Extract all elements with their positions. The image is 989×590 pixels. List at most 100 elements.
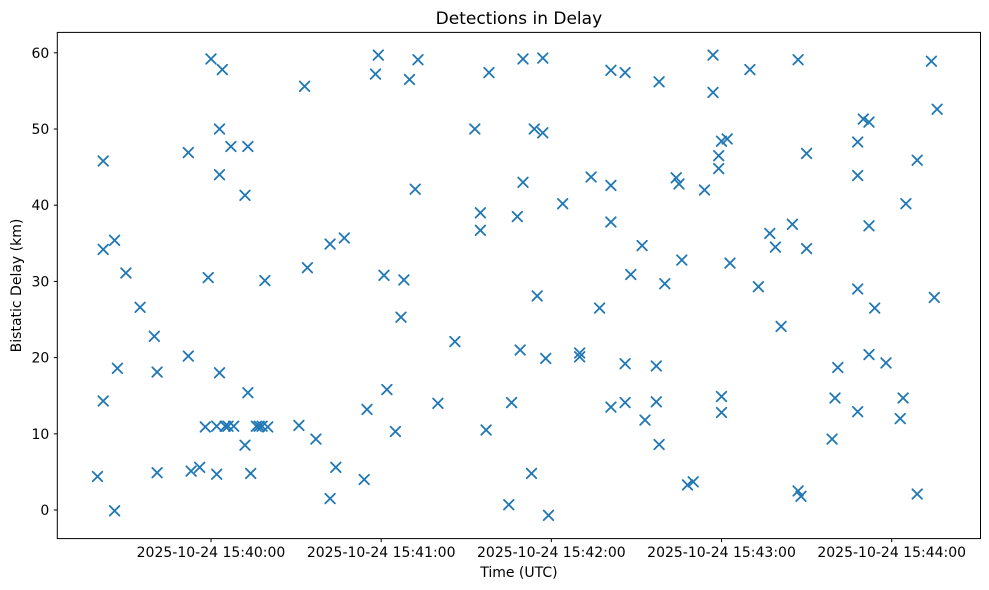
data-point-marker [503, 499, 515, 511]
data-point-marker [625, 268, 637, 281]
data-point-marker [449, 335, 461, 348]
data-point-marker [301, 262, 314, 274]
data-point-marker [148, 330, 161, 342]
chart-title: Detections in Delay [436, 9, 603, 29]
data-point-marker [97, 155, 109, 167]
data-point-marker [239, 189, 251, 202]
data-point-marker [239, 439, 251, 451]
data-point-marker [880, 357, 892, 369]
data-point-marker [800, 147, 813, 160]
data-point-marker [852, 169, 864, 182]
data-point-marker [707, 49, 719, 61]
data-point-marker [826, 433, 838, 445]
data-point-marker [210, 468, 223, 480]
data-point-marker [715, 135, 728, 147]
data-point-marker [213, 168, 226, 181]
data-point-marker [338, 232, 350, 244]
y-tick-label: 40 [31, 198, 49, 214]
data-point-marker [863, 220, 875, 232]
data-point-marker [681, 479, 694, 491]
data-point-marker [721, 133, 733, 145]
data-point-marker [97, 395, 109, 407]
data-point-marker [713, 149, 725, 162]
x-tick-label: 2025-10-24 15:41:00 [307, 545, 456, 561]
data-point-marker [605, 179, 617, 192]
data-point-marker [474, 207, 487, 219]
data-point-marker [227, 420, 240, 432]
y-tick-label: 60 [31, 46, 49, 62]
data-point-marker [253, 420, 265, 432]
data-point-marker [151, 467, 163, 479]
data-point-marker [800, 242, 813, 255]
x-tick-label: 2025-10-24 15:44:00 [817, 545, 966, 561]
data-point-marker [869, 302, 881, 314]
data-point-marker [432, 397, 444, 409]
data-point-marker [182, 146, 195, 159]
data-point-marker [792, 54, 804, 66]
x-tick-label: 2025-10-24 15:43:00 [647, 545, 796, 561]
data-point-marker [795, 490, 807, 502]
data-point-marker [928, 291, 940, 304]
data-point-marker [650, 396, 662, 408]
y-axis-label: Bistatic Delay (km) [9, 219, 25, 353]
data-point-marker [931, 103, 943, 115]
data-point-marker [395, 311, 407, 323]
data-point-marker [120, 267, 132, 279]
data-point-marker [792, 485, 804, 497]
data-point-marker [324, 492, 336, 505]
data-point-marker [857, 113, 869, 125]
data-point-marker [378, 269, 390, 281]
data-point-marker [219, 420, 231, 432]
data-point-marker [242, 387, 254, 399]
data-point-marker [210, 420, 223, 432]
data-point-marker [829, 392, 841, 404]
data-point-marker [537, 52, 549, 64]
x-tick-label: 2025-10-24 15:40:00 [137, 545, 286, 561]
data-point-marker [525, 467, 538, 480]
data-point-marker [216, 63, 229, 76]
data-point-marker [91, 470, 104, 483]
data-point-marker [605, 216, 617, 228]
data-point-marker [244, 467, 257, 480]
data-point-marker [897, 392, 909, 404]
data-points [91, 49, 943, 521]
axes-ticks: 2025-10-24 15:40:00 2025-10-24 15:41:00 20… [31, 46, 966, 561]
data-point-marker [483, 66, 495, 79]
data-point-marker [330, 461, 342, 473]
data-point-marker [653, 438, 665, 451]
data-point-marker [707, 86, 719, 99]
data-point-marker [863, 116, 875, 128]
data-point-marker [259, 274, 271, 287]
y-tick-label: 10 [31, 427, 49, 443]
data-point-marker [713, 162, 725, 175]
data-point-marker [293, 419, 305, 432]
data-point-marker [764, 227, 776, 240]
x-axis-label: Time (UTC) [479, 565, 557, 581]
data-point-marker [653, 76, 665, 88]
data-point-marker [540, 352, 552, 365]
data-point-marker [752, 281, 765, 293]
data-point-marker [511, 210, 523, 223]
data-point-marker [769, 241, 782, 253]
data-point-marker [528, 123, 540, 135]
data-point-marker [687, 476, 699, 488]
data-point-marker [111, 362, 124, 374]
data-point-marker [531, 290, 543, 302]
data-point-marker [97, 243, 109, 256]
data-point-marker [514, 344, 526, 356]
data-point-marker [474, 224, 487, 237]
data-point-marker [225, 140, 237, 153]
data-point-marker [715, 406, 728, 419]
data-point-marker [744, 63, 756, 76]
data-point-marker [852, 406, 864, 418]
data-point-marker [786, 218, 799, 231]
data-point-marker [372, 49, 384, 61]
data-point-marker [381, 383, 393, 396]
data-point-marker [619, 358, 631, 370]
data-point-marker [574, 351, 586, 363]
data-point-marker [310, 433, 322, 445]
data-point-marker [369, 68, 382, 80]
data-point-marker [670, 172, 682, 184]
